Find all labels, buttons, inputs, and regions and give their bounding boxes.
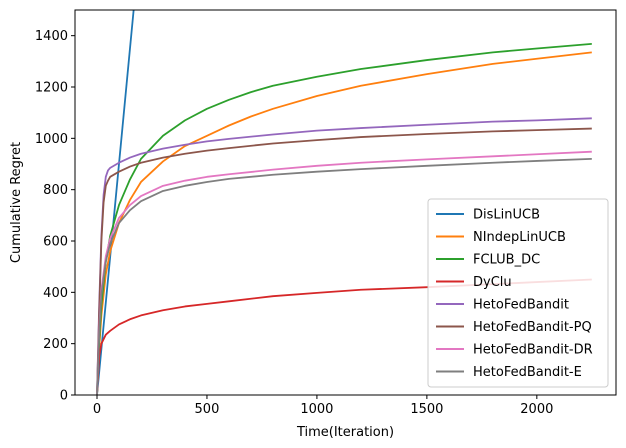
legend-label: HetoFedBandit-DR: [473, 343, 593, 358]
x-axis: 0 500 1000 1500 2000: [93, 395, 553, 417]
y-tick-label: 1400: [35, 29, 68, 44]
series-line-1: [96, 51, 592, 395]
y-tick-label: 800: [43, 183, 68, 198]
legend-label: FCLUB_DC: [473, 253, 540, 268]
series-line-4: [96, 117, 592, 395]
plot-area: [96, 10, 592, 395]
legend-label: NIndepLinUCB: [473, 230, 566, 245]
y-tick-label: 0: [60, 389, 68, 404]
legend-label: HetoFedBandit-E: [473, 365, 582, 380]
series-line-7: [96, 157, 592, 395]
y-axis: 0 200 400 600 800 1000 1200 1400: [35, 29, 75, 404]
legend: DisLinUCB NIndepLinUCB FCLUB_DC DyClu HetoFe…: [427, 198, 609, 388]
legend-label: HetoFedBandit: [473, 298, 569, 313]
y-tick-label: 1000: [35, 132, 68, 147]
y-tick-label: 400: [43, 286, 68, 301]
legend-label: DyClu: [473, 275, 512, 290]
series-line-5: [96, 127, 592, 395]
legend-label: DisLinUCB: [473, 208, 540, 223]
legend-label: HetoFedBandit-PQ: [473, 320, 592, 335]
x-tick-label: 500: [195, 402, 220, 417]
x-tick-label: 1000: [300, 402, 333, 417]
x-axis-label: Time(Iteration): [296, 425, 394, 440]
series-line-6: [96, 150, 592, 395]
series-line-3: [96, 278, 592, 395]
x-tick-label: 0: [93, 402, 101, 417]
y-axis-label: Cumulative Regret: [9, 142, 24, 263]
y-tick-label: 1200: [35, 81, 68, 96]
legend-box: [427, 198, 609, 388]
x-tick-label: 2000: [520, 402, 553, 417]
y-tick-label: 200: [43, 337, 68, 352]
x-tick-label: 1500: [410, 402, 443, 417]
y-tick-label: 600: [43, 235, 68, 250]
plot-frame: [74, 9, 617, 396]
